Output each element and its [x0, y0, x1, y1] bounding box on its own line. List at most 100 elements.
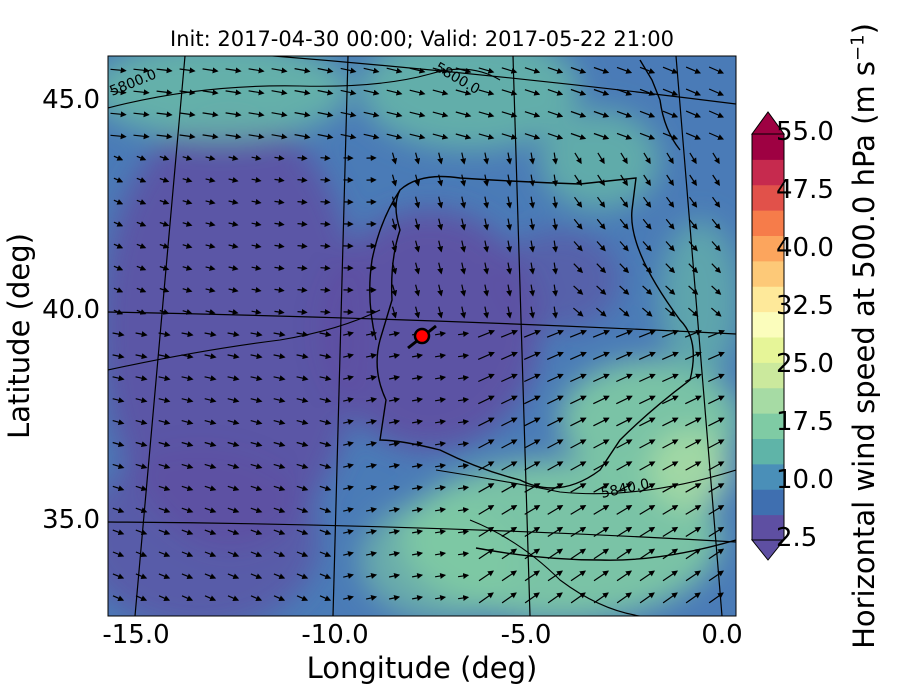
wind-arrow — [478, 395, 495, 405]
wind-arrow — [158, 331, 171, 338]
wind-arrow — [204, 375, 217, 382]
wind-arrow — [414, 152, 421, 165]
wind-arrow — [684, 351, 702, 360]
wind-arrow — [435, 463, 447, 469]
wind-arrow — [708, 88, 725, 96]
wind-arrow — [296, 529, 309, 536]
wind-arrow — [685, 461, 702, 471]
wind-arrow — [570, 132, 587, 140]
wind-arrow — [437, 174, 444, 187]
wind-arrow — [666, 196, 675, 208]
wind-arrow — [665, 241, 675, 252]
wind-arrow — [662, 483, 679, 493]
wind-arrow — [273, 485, 286, 492]
wind-arrow — [662, 110, 679, 118]
wind-arrow — [597, 174, 605, 187]
wind-arrow — [386, 67, 403, 74]
wind-arrow — [685, 417, 702, 427]
wind-arrow — [159, 309, 170, 315]
wind-arrow — [296, 331, 309, 338]
wind-arrow — [411, 419, 424, 425]
wind-arrow — [225, 67, 242, 74]
wind-arrow — [274, 154, 285, 161]
colorbar-tick-17-5: 17.5 — [776, 407, 834, 437]
wind-arrow — [227, 441, 240, 448]
x-tick-15: -15.0 — [102, 620, 170, 650]
wind-arrow — [320, 154, 331, 161]
wind-arrow — [388, 463, 401, 469]
wind-arrow — [297, 176, 308, 183]
wind-arrow — [411, 441, 424, 447]
wind-arrow — [182, 155, 193, 161]
wind-arrow — [478, 461, 495, 471]
wind-arrow — [596, 218, 606, 230]
wind-arrow — [112, 529, 125, 536]
wind-arrow — [639, 88, 656, 96]
wind-arrow — [478, 89, 495, 96]
wind-arrow — [685, 373, 702, 383]
wind-arrow — [250, 353, 263, 360]
wind-arrow — [251, 176, 262, 183]
wind-arrow — [409, 67, 426, 74]
wind-arrow — [708, 504, 725, 515]
wind-arrow — [570, 504, 587, 515]
wind-arrow — [228, 309, 239, 315]
wind-arrow — [478, 373, 495, 383]
wind-arrow — [273, 375, 286, 382]
wind-arrow — [204, 507, 217, 514]
wind-arrow — [297, 286, 308, 293]
wind-arrow — [317, 133, 334, 140]
wind-arrow — [205, 155, 216, 161]
wind-arrow — [388, 397, 401, 403]
wind-arrow — [113, 265, 124, 271]
wind-arrow — [409, 111, 426, 118]
wind-arrow — [414, 240, 421, 253]
wind-arrow — [619, 241, 629, 252]
wind-arrow — [478, 417, 495, 427]
wind-arrow — [437, 240, 444, 253]
wind-arrow — [570, 526, 587, 538]
wind-arrow — [552, 152, 559, 165]
wind-arrow — [112, 375, 125, 382]
wind-arrow — [271, 111, 288, 118]
wind-arrow — [685, 439, 702, 449]
wind-arrow — [250, 529, 263, 536]
wind-arrow — [501, 526, 518, 538]
wind-arrow — [113, 199, 124, 205]
y-axis-label: Latitude (deg) — [2, 233, 36, 439]
wind-arrow — [458, 463, 470, 469]
wind-arrow — [411, 375, 424, 381]
wind-arrow — [181, 331, 194, 338]
wind-arrow — [365, 353, 378, 359]
wind-arrow — [414, 196, 421, 209]
wind-arrow — [340, 89, 357, 96]
wind-arrow — [501, 111, 518, 118]
wind-arrow — [619, 218, 629, 230]
colorbar-bands — [752, 134, 784, 541]
wind-arrow — [158, 485, 171, 492]
wind-speed-shading — [108, 56, 736, 616]
wind-arrow — [297, 242, 308, 249]
wind-arrow — [547, 526, 564, 538]
wind-arrow — [477, 351, 495, 360]
wind-arrow — [483, 262, 490, 275]
wind-arrow — [616, 88, 633, 96]
wind-arrow — [340, 67, 357, 74]
wind-arrow — [620, 174, 628, 187]
wind-arrow — [274, 242, 285, 249]
wind-arrow — [483, 240, 490, 253]
wind-arrow — [182, 265, 193, 271]
wind-arrow — [411, 397, 424, 403]
wind-arrow — [708, 592, 724, 604]
wind-arrow — [273, 419, 286, 426]
wind-arrow — [593, 395, 610, 405]
wind-arrow — [458, 353, 470, 359]
wind-arrow — [158, 573, 171, 580]
wind-arrow — [250, 507, 263, 514]
wind-arrow — [437, 262, 444, 275]
wind-arrow — [523, 351, 541, 360]
wind-arrow — [460, 174, 467, 187]
wind-arrow — [181, 529, 194, 536]
wind-arrow — [593, 526, 610, 538]
